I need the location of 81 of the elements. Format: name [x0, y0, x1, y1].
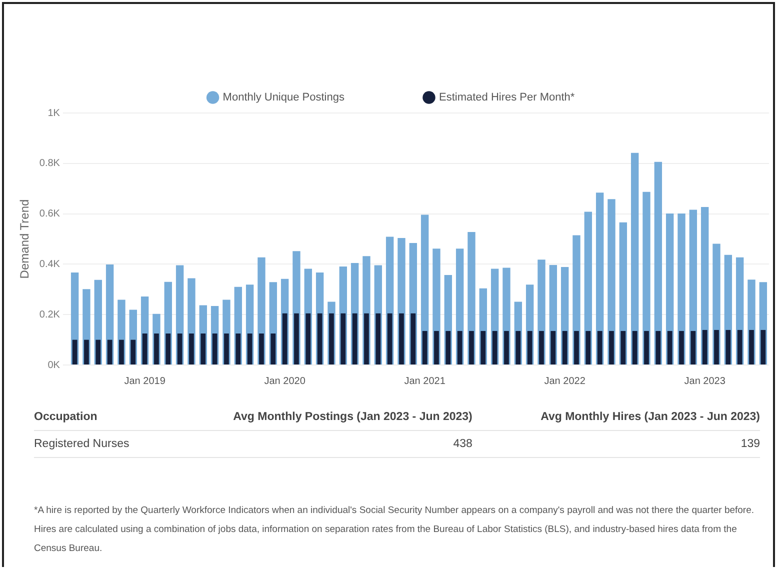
y-tick-label: 0.6K — [39, 208, 60, 220]
y-tick-label: 0.8K — [39, 158, 60, 170]
bar — [726, 330, 731, 364]
bar — [574, 330, 579, 364]
bar — [422, 330, 428, 364]
bar — [72, 340, 78, 364]
bar — [340, 313, 346, 364]
y-tick-label: 0K — [48, 360, 60, 371]
x-tick-label: Jan 2023 — [684, 376, 726, 387]
x-tick-label: Jan 2020 — [264, 376, 306, 387]
bar — [504, 330, 509, 364]
bar — [294, 313, 299, 364]
bar — [410, 313, 416, 364]
text: Registered Nurses — [34, 430, 159, 458]
bar — [516, 330, 521, 364]
bar — [364, 313, 369, 364]
x-tick-label: Jan 2019 — [124, 376, 166, 387]
bar — [270, 334, 276, 364]
bar — [702, 330, 708, 364]
bar — [247, 334, 252, 364]
bar — [644, 330, 649, 364]
bar — [387, 313, 392, 364]
bar — [399, 313, 404, 364]
bar — [737, 330, 742, 364]
bar — [119, 340, 124, 364]
bar — [480, 330, 486, 364]
bar — [492, 330, 498, 364]
bar — [236, 334, 241, 364]
bar — [632, 330, 638, 364]
x-tick-label: Jan 2021 — [404, 376, 446, 387]
bar — [154, 334, 159, 364]
bar — [714, 330, 719, 364]
bar — [224, 334, 229, 364]
bar — [84, 340, 89, 364]
text: Avg Monthly Postings (Jan 2023 - Jun 2023) — [158, 404, 472, 430]
bar — [550, 330, 556, 364]
bar — [679, 330, 684, 364]
y-tick-label: 0.2K — [39, 309, 60, 320]
bar — [434, 330, 439, 364]
bar — [177, 334, 182, 364]
bar — [96, 340, 101, 364]
bar — [609, 330, 614, 364]
bar — [446, 330, 451, 364]
bar — [200, 334, 206, 364]
y-tick-label: 0.4K — [39, 258, 60, 270]
y-tick-label: 1K — [48, 108, 60, 119]
bar — [352, 313, 358, 364]
bar — [306, 313, 311, 364]
bar — [130, 340, 136, 364]
bar — [586, 330, 591, 364]
bar — [189, 334, 194, 364]
bar — [142, 334, 148, 364]
bar — [212, 334, 218, 364]
bar — [656, 330, 661, 364]
bar — [457, 330, 462, 364]
x-tick-label: Jan 2022 — [544, 376, 586, 387]
bar — [166, 334, 171, 364]
bar — [667, 330, 672, 364]
legend-label: Estimated Hires Per Month* — [438, 92, 576, 104]
bar — [527, 330, 532, 364]
bar — [690, 330, 696, 364]
y-axis-title: Demand Trend — [18, 199, 32, 279]
bar — [259, 334, 264, 364]
bar — [760, 330, 766, 364]
bar — [329, 313, 334, 364]
bar — [107, 340, 112, 364]
bar — [597, 330, 602, 364]
bar — [539, 330, 544, 364]
bar — [562, 330, 568, 364]
bar — [282, 313, 288, 364]
text: Avg Monthly Hires (Jan 2023 - Jun 2023) — [472, 404, 760, 430]
bar — [376, 313, 381, 364]
text: *A hire is reported by the Quarterly Workforce Indicators when an individual's Social Security Number appears on a company's payroll and was not there the quarter before. Hires are calculated using a combination of jobs data, information on separation rates from the Bureau of Labor Statistics (BLS), and industry-based hires data from the Census Bureau. — [34, 504, 756, 556]
text: 139 — [472, 430, 760, 458]
bar — [317, 313, 322, 364]
text: Occupation — [34, 404, 159, 430]
bar — [749, 330, 754, 364]
bar — [469, 330, 474, 364]
bar — [620, 330, 626, 364]
text: 438 — [158, 430, 472, 458]
legend-label: Monthly Unique Postings — [222, 92, 345, 104]
